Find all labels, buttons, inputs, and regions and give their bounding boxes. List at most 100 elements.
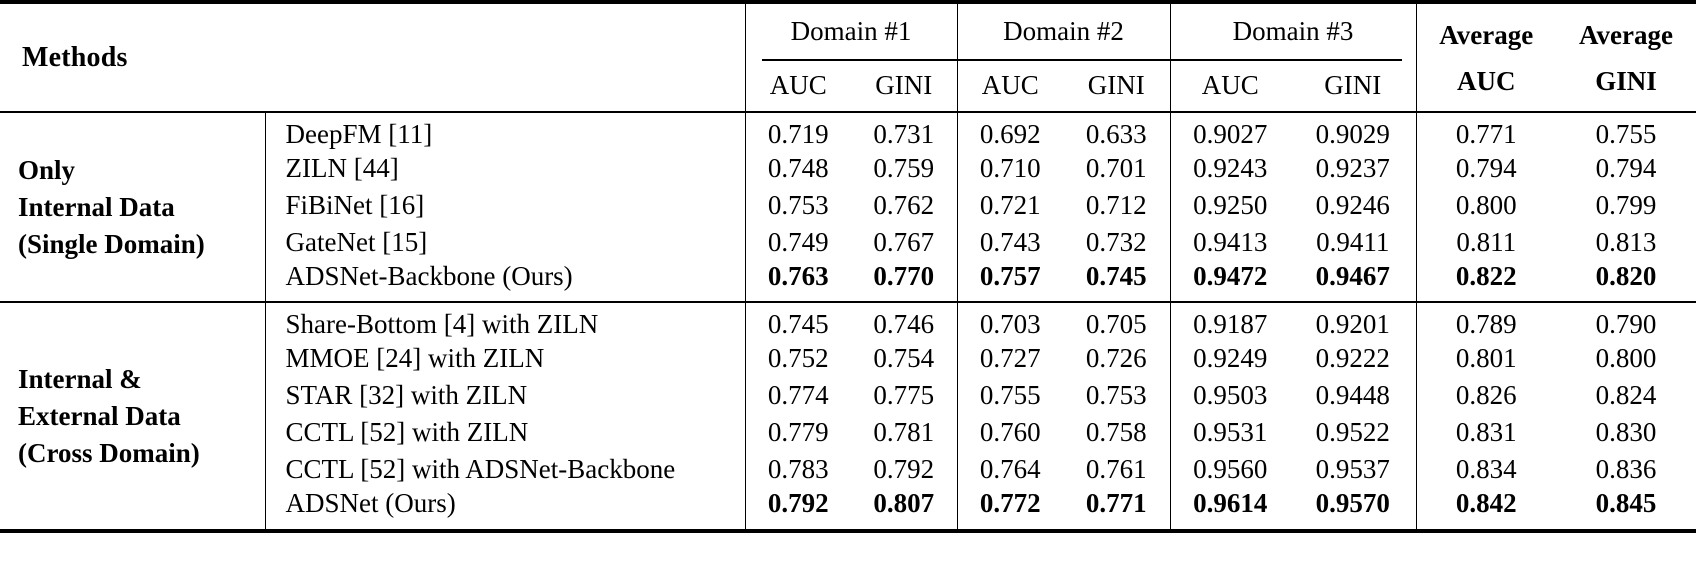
metric-value: 0.712: [1085, 190, 1147, 220]
metric-value: 0.774: [744, 377, 851, 414]
metric-value: 0.762: [873, 190, 935, 220]
metric-value: 0.772: [956, 488, 1063, 531]
method-name: ZILN [44]: [264, 150, 745, 187]
metric-value: 0.820: [1595, 261, 1657, 291]
metric-value: 0.9243: [1169, 150, 1290, 187]
metric-value: 0.767: [873, 227, 935, 257]
metric-value: 0.753: [1085, 380, 1147, 410]
table-row: CCTL [52] with ZILN 0.779 0.781 0.760 0.…: [0, 414, 1696, 451]
method-name: ADSNet-Backbone (Ours): [264, 261, 745, 302]
metric-value: 0.813: [1595, 227, 1657, 257]
metric-value: 0.755: [1595, 119, 1657, 149]
metric-value: 0.783: [744, 451, 851, 488]
metric-value: 0.727: [956, 340, 1063, 377]
metric-value: 0.9029: [1315, 119, 1390, 149]
metric-value: 0.9614: [1169, 488, 1290, 531]
metric-value: 0.9522: [1315, 417, 1390, 447]
domain-1-header: Domain #1: [744, 2, 957, 59]
metric-value: 0.633: [1085, 119, 1147, 149]
average-gini-line1: Average: [1579, 19, 1673, 50]
table-row: MMOE [24] with ZILN 0.752 0.754 0.727 0.…: [0, 340, 1696, 377]
metric-value: 0.771: [1415, 112, 1556, 150]
metric-value: 0.831: [1415, 414, 1556, 451]
metric-value: 0.9570: [1315, 488, 1390, 518]
table-header: Methods Domain #1 Domain #2 Domain #3 Av…: [0, 2, 1696, 112]
average-auc-line1: Average: [1439, 19, 1534, 50]
table-row: ZILN [44] 0.748 0.759 0.710 0.701 0.9243…: [0, 150, 1696, 187]
metric-value: 0.826: [1415, 377, 1556, 414]
method-name: CCTL [52] with ADSNet-Backbone: [264, 451, 745, 488]
domain-1-auc-header: AUC: [744, 59, 851, 112]
metric-value: 0.9413: [1169, 224, 1290, 261]
metric-value: 0.794: [1415, 150, 1556, 187]
metric-value: 0.9531: [1169, 414, 1290, 451]
group-label-line: Internal &: [18, 363, 142, 394]
method-name: ADSNet (Ours): [264, 488, 745, 531]
metric-value: 0.9250: [1169, 187, 1290, 224]
metric-value: 0.799: [1595, 190, 1657, 220]
metric-value: 0.800: [1415, 187, 1556, 224]
group-label-line: Only: [18, 154, 76, 185]
metric-value: 0.824: [1595, 380, 1657, 410]
domain-3-header: Domain #3: [1169, 2, 1416, 59]
metric-value: 0.811: [1415, 224, 1556, 261]
metric-value: 0.692: [956, 112, 1063, 150]
group-label-single-domain: Only Internal Data (Single Domain): [0, 112, 265, 302]
metric-value: 0.759: [873, 153, 935, 183]
metric-value: 0.745: [744, 302, 851, 340]
metric-value: 0.745: [1085, 261, 1147, 291]
domain-1-gini-header: GINI: [875, 69, 933, 100]
metric-value: 0.770: [873, 261, 935, 291]
group-label-line: (Single Domain): [18, 228, 205, 259]
method-name: STAR [32] with ZILN: [264, 377, 745, 414]
metric-value: 0.753: [744, 187, 851, 224]
metric-value: 0.754: [873, 343, 935, 373]
metric-value: 0.790: [1595, 309, 1657, 339]
metric-value: 0.726: [1085, 343, 1147, 373]
average-gini-line2: GINI: [1595, 65, 1657, 96]
group-single-domain: Only Internal Data (Single Domain) DeepF…: [0, 112, 1696, 302]
domain-3-auc-header: AUC: [1169, 59, 1290, 112]
metric-value: 0.9027: [1169, 112, 1290, 150]
metric-value: 0.748: [744, 150, 851, 187]
domain-3-gini-header: GINI: [1324, 69, 1382, 100]
metric-value: 0.719: [744, 112, 851, 150]
metric-value: 0.9246: [1315, 190, 1390, 220]
metric-value: 0.755: [956, 377, 1063, 414]
table-row: Internal & External Data (Cross Domain) …: [0, 302, 1696, 468]
table-row: FiBiNet [16] 0.753 0.762 0.721 0.712 0.9…: [0, 187, 1696, 224]
metric-value: 0.743: [956, 224, 1063, 261]
metric-value: 0.746: [873, 309, 935, 339]
metric-value: 0.9201: [1315, 309, 1390, 339]
metric-value: 0.9411: [1316, 227, 1390, 257]
metric-value: 0.842: [1415, 488, 1556, 531]
metric-value: 0.9503: [1169, 377, 1290, 414]
domain-2-header: Domain #2: [956, 2, 1170, 59]
table-row-ours: ADSNet (Ours) 0.792 0.807 0.772 0.771 0.…: [0, 488, 1696, 531]
metric-value: 0.9467: [1315, 261, 1390, 291]
domain-2-auc-header: AUC: [956, 59, 1063, 112]
average-gini-header: Average GINI: [1556, 2, 1696, 112]
metric-value: 0.731: [873, 119, 935, 149]
metric-value: 0.732: [1085, 227, 1147, 257]
group-label-line: External Data: [18, 400, 181, 431]
metric-value: 0.761: [1085, 454, 1147, 484]
metric-value: 0.830: [1595, 417, 1657, 447]
metric-value: 0.9560: [1169, 451, 1290, 488]
method-name: CCTL [52] with ZILN: [264, 414, 745, 451]
table-row: Only Internal Data (Single Domain) DeepF…: [0, 112, 1696, 259]
metric-value: 0.752: [744, 340, 851, 377]
metric-value: 0.764: [956, 451, 1063, 488]
method-name: Share-Bottom [4] with ZILN: [264, 302, 745, 340]
metric-value: 0.9237: [1315, 153, 1390, 183]
metric-value: 0.763: [744, 261, 851, 302]
metric-value: 0.749: [744, 224, 851, 261]
metric-value: 0.9472: [1169, 261, 1290, 302]
metric-value: 0.792: [873, 454, 935, 484]
method-name: DeepFM [11]: [264, 112, 745, 150]
group-cross-domain: Internal & External Data (Cross Domain) …: [0, 302, 1696, 531]
metric-value: 0.775: [873, 380, 935, 410]
metric-value: 0.760: [956, 414, 1063, 451]
metric-value: 0.845: [1595, 488, 1657, 518]
